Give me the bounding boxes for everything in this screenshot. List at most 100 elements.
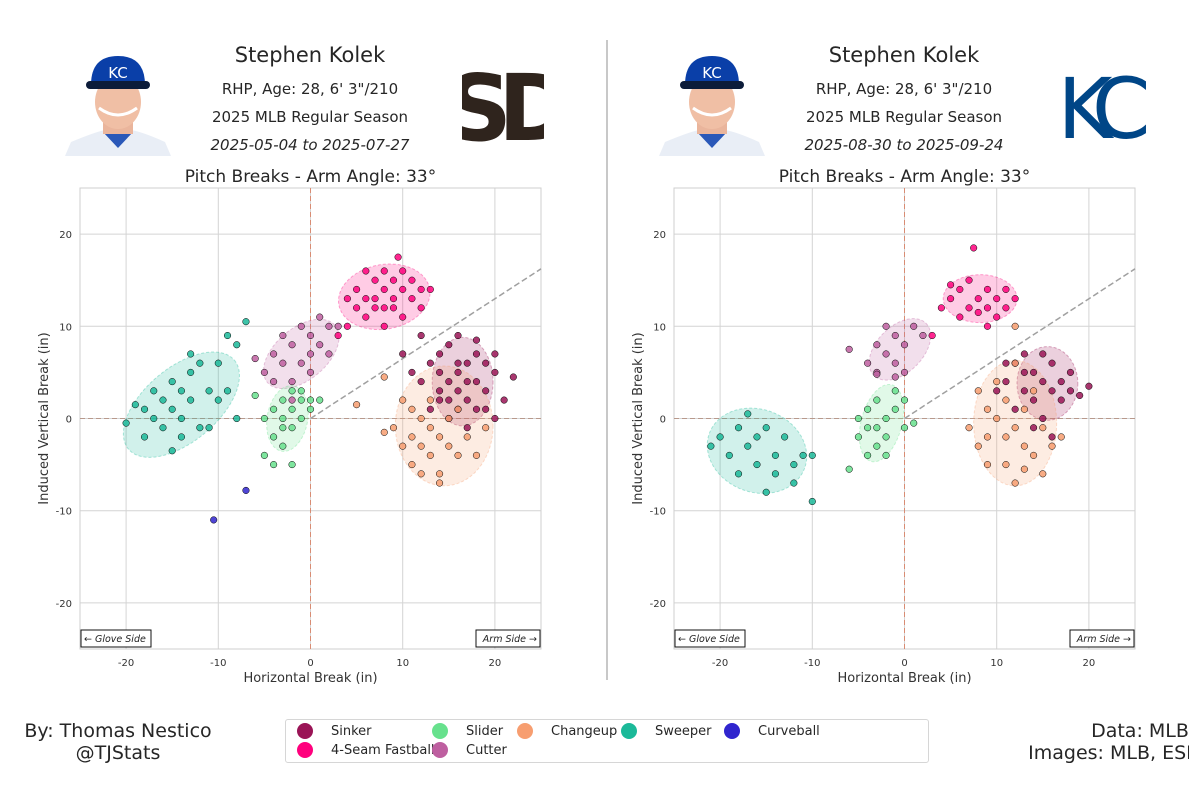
pitch-point-4-seam-fastball xyxy=(394,253,402,261)
pitch-point-slider xyxy=(288,424,296,432)
pitch-point-curveball xyxy=(242,486,250,494)
pitch-point-sinker xyxy=(1030,424,1038,432)
pitch-point-sinker xyxy=(463,359,471,367)
y-axis-label: Induced Vertical Break (in) xyxy=(631,332,646,505)
pitch-point-changeup xyxy=(426,424,434,432)
pitch-point-4-seam-fastball xyxy=(974,295,982,303)
pitch-point-4-seam-fastball xyxy=(983,322,992,330)
glove-side-annotation: ← Glove Side xyxy=(674,629,746,648)
legend-marker xyxy=(297,742,313,758)
pitch-point-cutter xyxy=(306,368,315,376)
pitch-point-changeup xyxy=(1020,465,1028,473)
pitch-point-sweeper xyxy=(187,396,195,404)
pitch-point-cutter xyxy=(270,378,278,386)
date-range: 2025-05-04 to 2025-07-27 xyxy=(210,136,410,154)
pitch-point-4-seam-fastball xyxy=(334,331,342,340)
pitch-point-sinker xyxy=(454,359,462,367)
pitch-point-cutter xyxy=(864,359,872,367)
pitch-point-slider xyxy=(873,442,881,450)
pitcher-bio: RHP, Age: 28, 6' 3"/210 xyxy=(815,80,993,98)
arm-side-label: Arm Side → xyxy=(482,634,537,645)
pitch-point-sinker xyxy=(436,396,444,404)
pitch-point-changeup xyxy=(436,470,444,478)
pitch-point-cutter xyxy=(288,341,296,349)
x-tick-label: -20 xyxy=(118,658,134,669)
pitch-point-slider xyxy=(900,396,909,404)
pitch-point-cutter xyxy=(316,341,324,349)
x-tick-label: 0 xyxy=(901,658,907,669)
pitch-point-changeup xyxy=(983,433,992,441)
pitch-point-4-seam-fastball xyxy=(417,285,425,293)
credit-author: By: Thomas Nestico xyxy=(24,720,212,742)
pitch-point-changeup xyxy=(1002,461,1010,469)
pitch-point-cutter xyxy=(891,331,899,340)
pitch-point-sinker xyxy=(426,359,434,367)
pitch-point-sinker xyxy=(463,424,471,432)
pitch-point-sweeper xyxy=(790,461,798,469)
pitch-point-sweeper xyxy=(242,318,250,326)
pitch-point-4-seam-fastball xyxy=(965,276,973,284)
pitch-point-cutter xyxy=(882,322,890,330)
pitch-point-changeup xyxy=(417,442,425,450)
pitch-point-changeup xyxy=(426,396,434,404)
pitch-point-changeup xyxy=(454,405,462,413)
pitch-point-slider xyxy=(279,414,287,423)
pitch-point-slider xyxy=(270,461,278,469)
pitch-point-slider xyxy=(288,405,296,413)
source: Data: MLB Images: MLB, ESPN xyxy=(995,720,1189,764)
pitch-point-changeup xyxy=(436,433,444,441)
pitch-point-changeup xyxy=(993,414,1001,423)
pitch-point-sweeper xyxy=(781,433,789,441)
pitch-point-sweeper xyxy=(177,433,185,441)
pitch-point-sweeper xyxy=(168,378,176,386)
team-logo-kc: KC xyxy=(1046,52,1162,158)
pitch-point-cutter xyxy=(891,359,899,367)
pitch-point-4-seam-fastball xyxy=(380,304,388,312)
pitch-point-slider xyxy=(910,419,918,427)
pitch-point-4-seam-fastball xyxy=(947,281,955,289)
pitch-point-slider xyxy=(297,414,305,423)
date-range: 2025-08-30 to 2025-09-24 xyxy=(804,136,1004,154)
pitch-point-sweeper xyxy=(744,410,752,418)
pitch-point-4-seam-fastball xyxy=(399,267,407,275)
annotation-box xyxy=(1069,629,1135,648)
y-tick-label: 20 xyxy=(59,230,72,241)
annotation-box xyxy=(475,629,541,648)
pitch-point-4-seam-fastball xyxy=(947,295,955,303)
pitch-point-4-seam-fastball xyxy=(343,322,351,330)
legend-item-cutter: Cutter xyxy=(432,742,507,758)
pitch-point-cutter xyxy=(260,368,268,376)
pitch-point-4-seam-fastball xyxy=(426,285,434,293)
confidence-ellipse-sinker xyxy=(431,336,494,427)
pitch-point-changeup xyxy=(380,428,388,436)
pitch-point-4-seam-fastball xyxy=(380,285,388,293)
pitch-point-changeup xyxy=(408,433,416,441)
pitch-point-sweeper xyxy=(790,479,798,487)
pitch-point-cutter xyxy=(900,368,909,376)
pitch-point-changeup xyxy=(1011,322,1019,330)
legend-item-slider: Slider xyxy=(432,723,503,739)
pitch-point-sinker xyxy=(500,396,508,404)
chart-title: Pitch Breaks - Arm Angle: 33° xyxy=(778,167,1031,187)
pitch-point-sweeper xyxy=(716,433,724,441)
pitch-point-sinker xyxy=(1039,350,1047,358)
pitch-point-sinker xyxy=(1030,396,1038,404)
pitch-point-changeup xyxy=(1002,396,1010,404)
legend-marker xyxy=(517,723,533,739)
pitch-point-changeup xyxy=(417,414,425,423)
pitch-point-slider xyxy=(864,405,872,413)
pitch-point-4-seam-fastball xyxy=(362,313,370,321)
pitch-point-slider xyxy=(279,424,287,432)
chart-title: Pitch Breaks - Arm Angle: 33° xyxy=(184,167,437,187)
pitch-point-sweeper xyxy=(734,424,743,432)
pitch-point-4-seam-fastball xyxy=(389,276,398,284)
pitch-point-cutter xyxy=(900,341,909,349)
pitch-point-cutter xyxy=(873,370,881,378)
pitch-point-cutter xyxy=(279,331,287,340)
pitch-point-4-seam-fastball xyxy=(380,267,388,275)
pitch-point-cutter xyxy=(325,350,333,358)
pitch-point-changeup xyxy=(1011,479,1019,487)
pitch-point-4-seam-fastball xyxy=(974,308,982,317)
pitch-point-sinker xyxy=(491,368,499,376)
pitch-point-sweeper xyxy=(159,396,167,404)
